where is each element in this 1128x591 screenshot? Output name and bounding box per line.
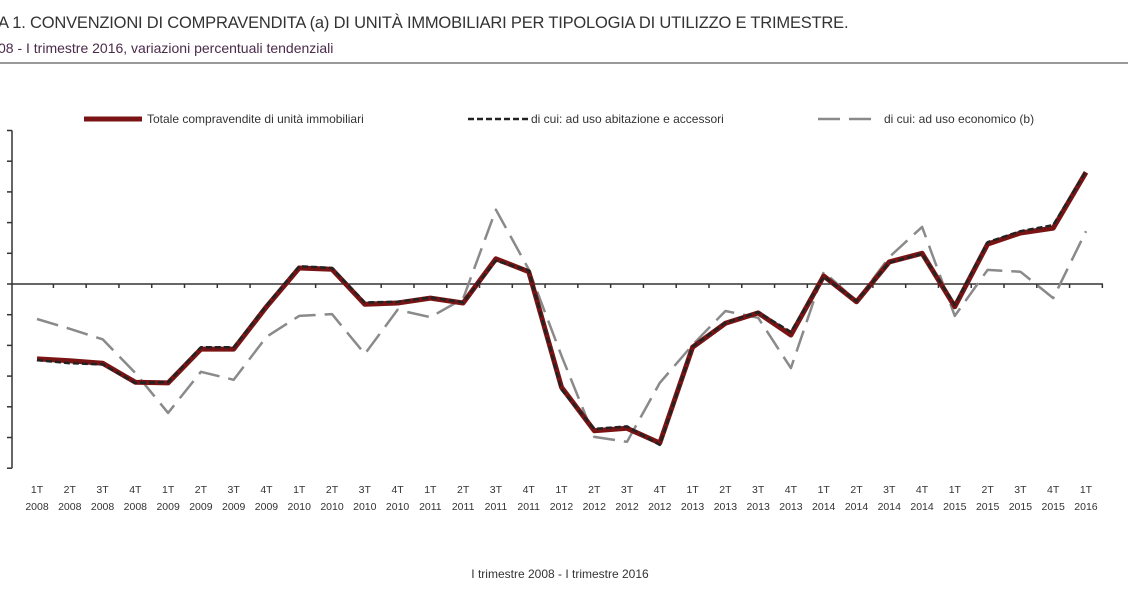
x-tick-label-quarter: 1T bbox=[949, 484, 962, 496]
x-tick-label-quarter: 4T bbox=[1047, 484, 1060, 496]
series-line-0 bbox=[36, 171, 1089, 446]
x-tick-label-year: 2013 bbox=[714, 501, 738, 513]
x-tick-label-year: 2011 bbox=[485, 501, 508, 513]
x-tick-label-quarter: 4T bbox=[916, 484, 929, 496]
x-tick-label-quarter: 1T bbox=[818, 484, 831, 496]
x-tick-label-year: 2011 bbox=[452, 501, 475, 513]
x-tick-label-quarter: 2T bbox=[457, 484, 470, 496]
x-tick-label-year: 2009 bbox=[255, 501, 279, 513]
x-tick-label-year: 2008 bbox=[25, 501, 49, 513]
x-tick-label-quarter: 1T bbox=[162, 484, 175, 496]
chart-title: A 1. CONVENZIONI DI COMPRAVENDITA (a) DI… bbox=[0, 14, 849, 32]
x-tick-label-quarter: 2T bbox=[64, 484, 77, 496]
x-tick-label-quarter: 2T bbox=[719, 484, 732, 496]
legend-label-economico: di cui: ad uso economico (b) bbox=[884, 112, 1034, 126]
chart-subtitle: 08 - I trimestre 2016, variazioni percen… bbox=[0, 40, 334, 56]
x-tick-label-year: 2013 bbox=[681, 501, 705, 513]
x-tick-label-year: 2011 bbox=[517, 501, 540, 513]
x-tick-label-year: 2014 bbox=[812, 501, 836, 513]
x-tick-label-quarter: 4T bbox=[785, 484, 798, 496]
x-tick-label-year: 2010 bbox=[353, 501, 377, 513]
x-tick-label-quarter: 3T bbox=[883, 484, 896, 496]
x-tick-label-quarter: 3T bbox=[96, 484, 109, 496]
x-tick-label-quarter: 2T bbox=[326, 484, 339, 496]
x-tick-label-quarter: 1T bbox=[1080, 484, 1093, 496]
x-tick-label-year: 2008 bbox=[91, 501, 115, 513]
legend-label-abitazione: di cui: ad uso abitazione e accessori bbox=[531, 112, 724, 126]
x-tick-label-year: 2009 bbox=[189, 501, 213, 513]
x-tick-label-quarter: 2T bbox=[850, 484, 863, 496]
x-tick-label-year: 2009 bbox=[222, 501, 246, 513]
x-tick-label-quarter: 2T bbox=[195, 484, 208, 496]
x-tick-label-year: 2014 bbox=[845, 501, 869, 513]
x-tick-label-quarter: 3T bbox=[752, 484, 765, 496]
x-tick-label-year: 2013 bbox=[746, 501, 770, 513]
x-tick-label-year: 2016 bbox=[1074, 501, 1098, 513]
x-tick-label-year: 2012 bbox=[550, 501, 574, 513]
x-tick-label-quarter: 4T bbox=[129, 484, 142, 496]
series-line-2 bbox=[36, 208, 1088, 444]
x-tick-label-year: 2012 bbox=[615, 501, 639, 513]
x-tick-label-quarter: 3T bbox=[490, 484, 503, 496]
x-tick-label-quarter: 4T bbox=[391, 484, 404, 496]
x-tick-label-quarter: 3T bbox=[621, 484, 634, 496]
x-tick-label-quarter: 4T bbox=[523, 484, 536, 496]
x-tick-label-year: 2012 bbox=[648, 501, 672, 513]
x-tick-label-quarter: 1T bbox=[424, 484, 437, 496]
x-tick-label-quarter: 1T bbox=[686, 484, 699, 496]
legend-label-totale: Totale compravendite di unità immobiliar… bbox=[147, 112, 364, 126]
x-tick-label-year: 2015 bbox=[976, 501, 1000, 513]
x-tick-label-quarter: 3T bbox=[1014, 484, 1027, 496]
legend: Totale compravendite di unità immobiliar… bbox=[84, 112, 1034, 126]
x-tick-label-year: 2012 bbox=[583, 501, 607, 513]
x-tick-label-quarter: 2T bbox=[588, 484, 601, 496]
x-tick-label-quarter: 2T bbox=[981, 484, 994, 496]
x-tick-label-year: 2015 bbox=[943, 501, 967, 513]
x-tick-label-year: 2014 bbox=[910, 501, 934, 513]
x-tick-label-year: 2009 bbox=[156, 501, 180, 513]
x-tick-label-year: 2008 bbox=[124, 501, 148, 513]
x-tick-label-quarter: 4T bbox=[260, 484, 273, 496]
x-tick-label-quarter: 3T bbox=[359, 484, 372, 496]
x-tick-label-year: 2010 bbox=[288, 501, 312, 513]
x-tick-label-year: 2013 bbox=[779, 501, 803, 513]
x-tick-label-quarter: 3T bbox=[228, 484, 241, 496]
x-tick-label-year: 2011 bbox=[419, 501, 442, 513]
x-tick-label-year: 2015 bbox=[1009, 501, 1033, 513]
title-divider bbox=[0, 62, 1128, 64]
series-line-1 bbox=[36, 170, 1088, 447]
x-tick-label-year: 2008 bbox=[58, 501, 82, 513]
x-axis-title: I trimestre 2008 - I trimestre 2016 bbox=[471, 567, 649, 581]
x-tick-label-quarter: 1T bbox=[31, 484, 44, 496]
x-tick-label-quarter: 4T bbox=[654, 484, 667, 496]
x-tick-label-year: 2010 bbox=[386, 501, 410, 513]
x-tick-label-year: 2010 bbox=[320, 501, 344, 513]
x-tick-label-quarter: 1T bbox=[293, 484, 306, 496]
x-tick-label-quarter: 1T bbox=[555, 484, 568, 496]
x-tick-label-year: 2014 bbox=[878, 501, 902, 513]
x-tick-label-year: 2015 bbox=[1042, 501, 1066, 513]
